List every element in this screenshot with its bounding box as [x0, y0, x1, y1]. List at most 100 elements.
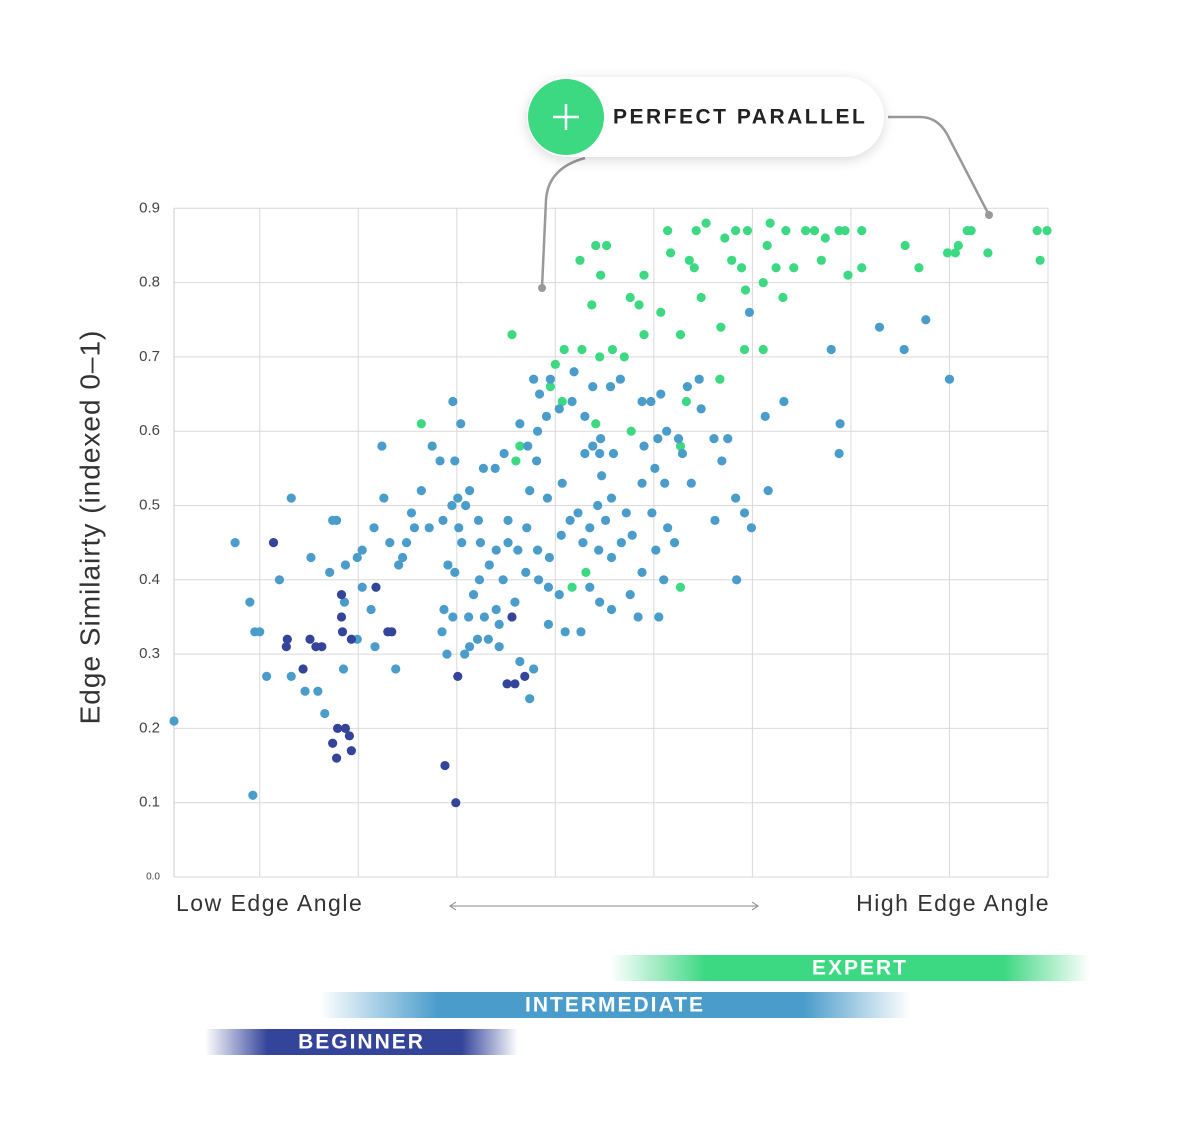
point — [601, 240, 612, 251]
point — [736, 263, 747, 273]
point — [710, 515, 720, 525]
annotation: PERFECT PARALLEL — [527, 77, 993, 292]
point — [499, 448, 509, 459]
point — [627, 530, 637, 540]
point — [337, 627, 348, 637]
point — [587, 300, 597, 310]
point — [515, 419, 525, 429]
point — [899, 344, 909, 355]
point — [588, 441, 598, 451]
point — [338, 664, 349, 674]
point — [525, 486, 535, 496]
point — [637, 396, 647, 407]
y-tick-label: 0.3 — [139, 645, 160, 662]
point — [625, 590, 635, 600]
point — [479, 612, 489, 622]
point — [565, 515, 575, 525]
point — [542, 493, 553, 503]
point — [944, 374, 955, 384]
point — [778, 292, 788, 303]
point — [472, 634, 483, 644]
point — [758, 344, 768, 355]
point — [626, 426, 636, 436]
point — [503, 538, 513, 548]
point — [953, 240, 963, 251]
point — [357, 545, 367, 555]
legend-band — [610, 955, 1090, 981]
point — [616, 538, 626, 548]
point — [442, 649, 452, 659]
point — [262, 671, 272, 681]
point — [534, 389, 545, 399]
point — [646, 396, 656, 407]
point — [545, 374, 556, 384]
point — [639, 270, 649, 280]
point — [510, 597, 520, 607]
point — [588, 382, 598, 392]
point — [450, 567, 460, 577]
y-tick-label: 0.2 — [139, 719, 160, 736]
point — [313, 686, 323, 696]
legend-band — [320, 992, 910, 1018]
point — [914, 263, 924, 273]
point — [357, 582, 367, 592]
point — [457, 538, 467, 548]
point — [427, 441, 437, 451]
point — [366, 604, 376, 615]
point — [608, 448, 619, 459]
point — [739, 344, 750, 355]
point — [475, 538, 486, 548]
point — [298, 664, 308, 674]
point — [401, 538, 412, 548]
x-arrow — [449, 901, 759, 911]
point — [575, 255, 585, 265]
point — [595, 352, 605, 362]
point — [650, 463, 660, 473]
point — [465, 642, 475, 652]
point — [391, 664, 401, 674]
point — [585, 523, 595, 533]
point — [440, 760, 450, 771]
point — [507, 330, 517, 340]
point — [397, 552, 408, 563]
point — [474, 575, 485, 585]
point — [281, 642, 291, 652]
point — [529, 664, 539, 674]
point — [637, 478, 647, 488]
point — [230, 538, 240, 548]
point — [684, 255, 694, 265]
point — [545, 382, 556, 392]
point — [369, 523, 379, 533]
point — [731, 225, 741, 236]
point — [771, 263, 781, 273]
point — [454, 523, 464, 533]
point — [647, 508, 657, 518]
point — [763, 486, 773, 496]
point — [634, 300, 644, 310]
point — [781, 225, 791, 236]
point — [416, 486, 426, 496]
point — [639, 441, 649, 451]
point — [816, 255, 826, 265]
point — [739, 508, 750, 518]
point — [532, 456, 542, 466]
point — [468, 590, 479, 600]
point — [900, 240, 910, 251]
point — [809, 225, 820, 236]
point — [843, 270, 853, 280]
point — [573, 508, 583, 518]
point — [606, 493, 617, 503]
point — [515, 441, 525, 451]
y-axis-label: Edge Similairty (indexed 0–1) — [74, 330, 105, 725]
point — [255, 627, 265, 637]
point — [826, 344, 836, 355]
point — [377, 441, 387, 451]
point — [346, 746, 356, 756]
point — [268, 538, 279, 548]
point — [416, 419, 426, 429]
point — [660, 478, 670, 488]
point — [305, 634, 315, 644]
point — [336, 590, 347, 600]
point — [529, 374, 539, 384]
point — [498, 575, 508, 585]
